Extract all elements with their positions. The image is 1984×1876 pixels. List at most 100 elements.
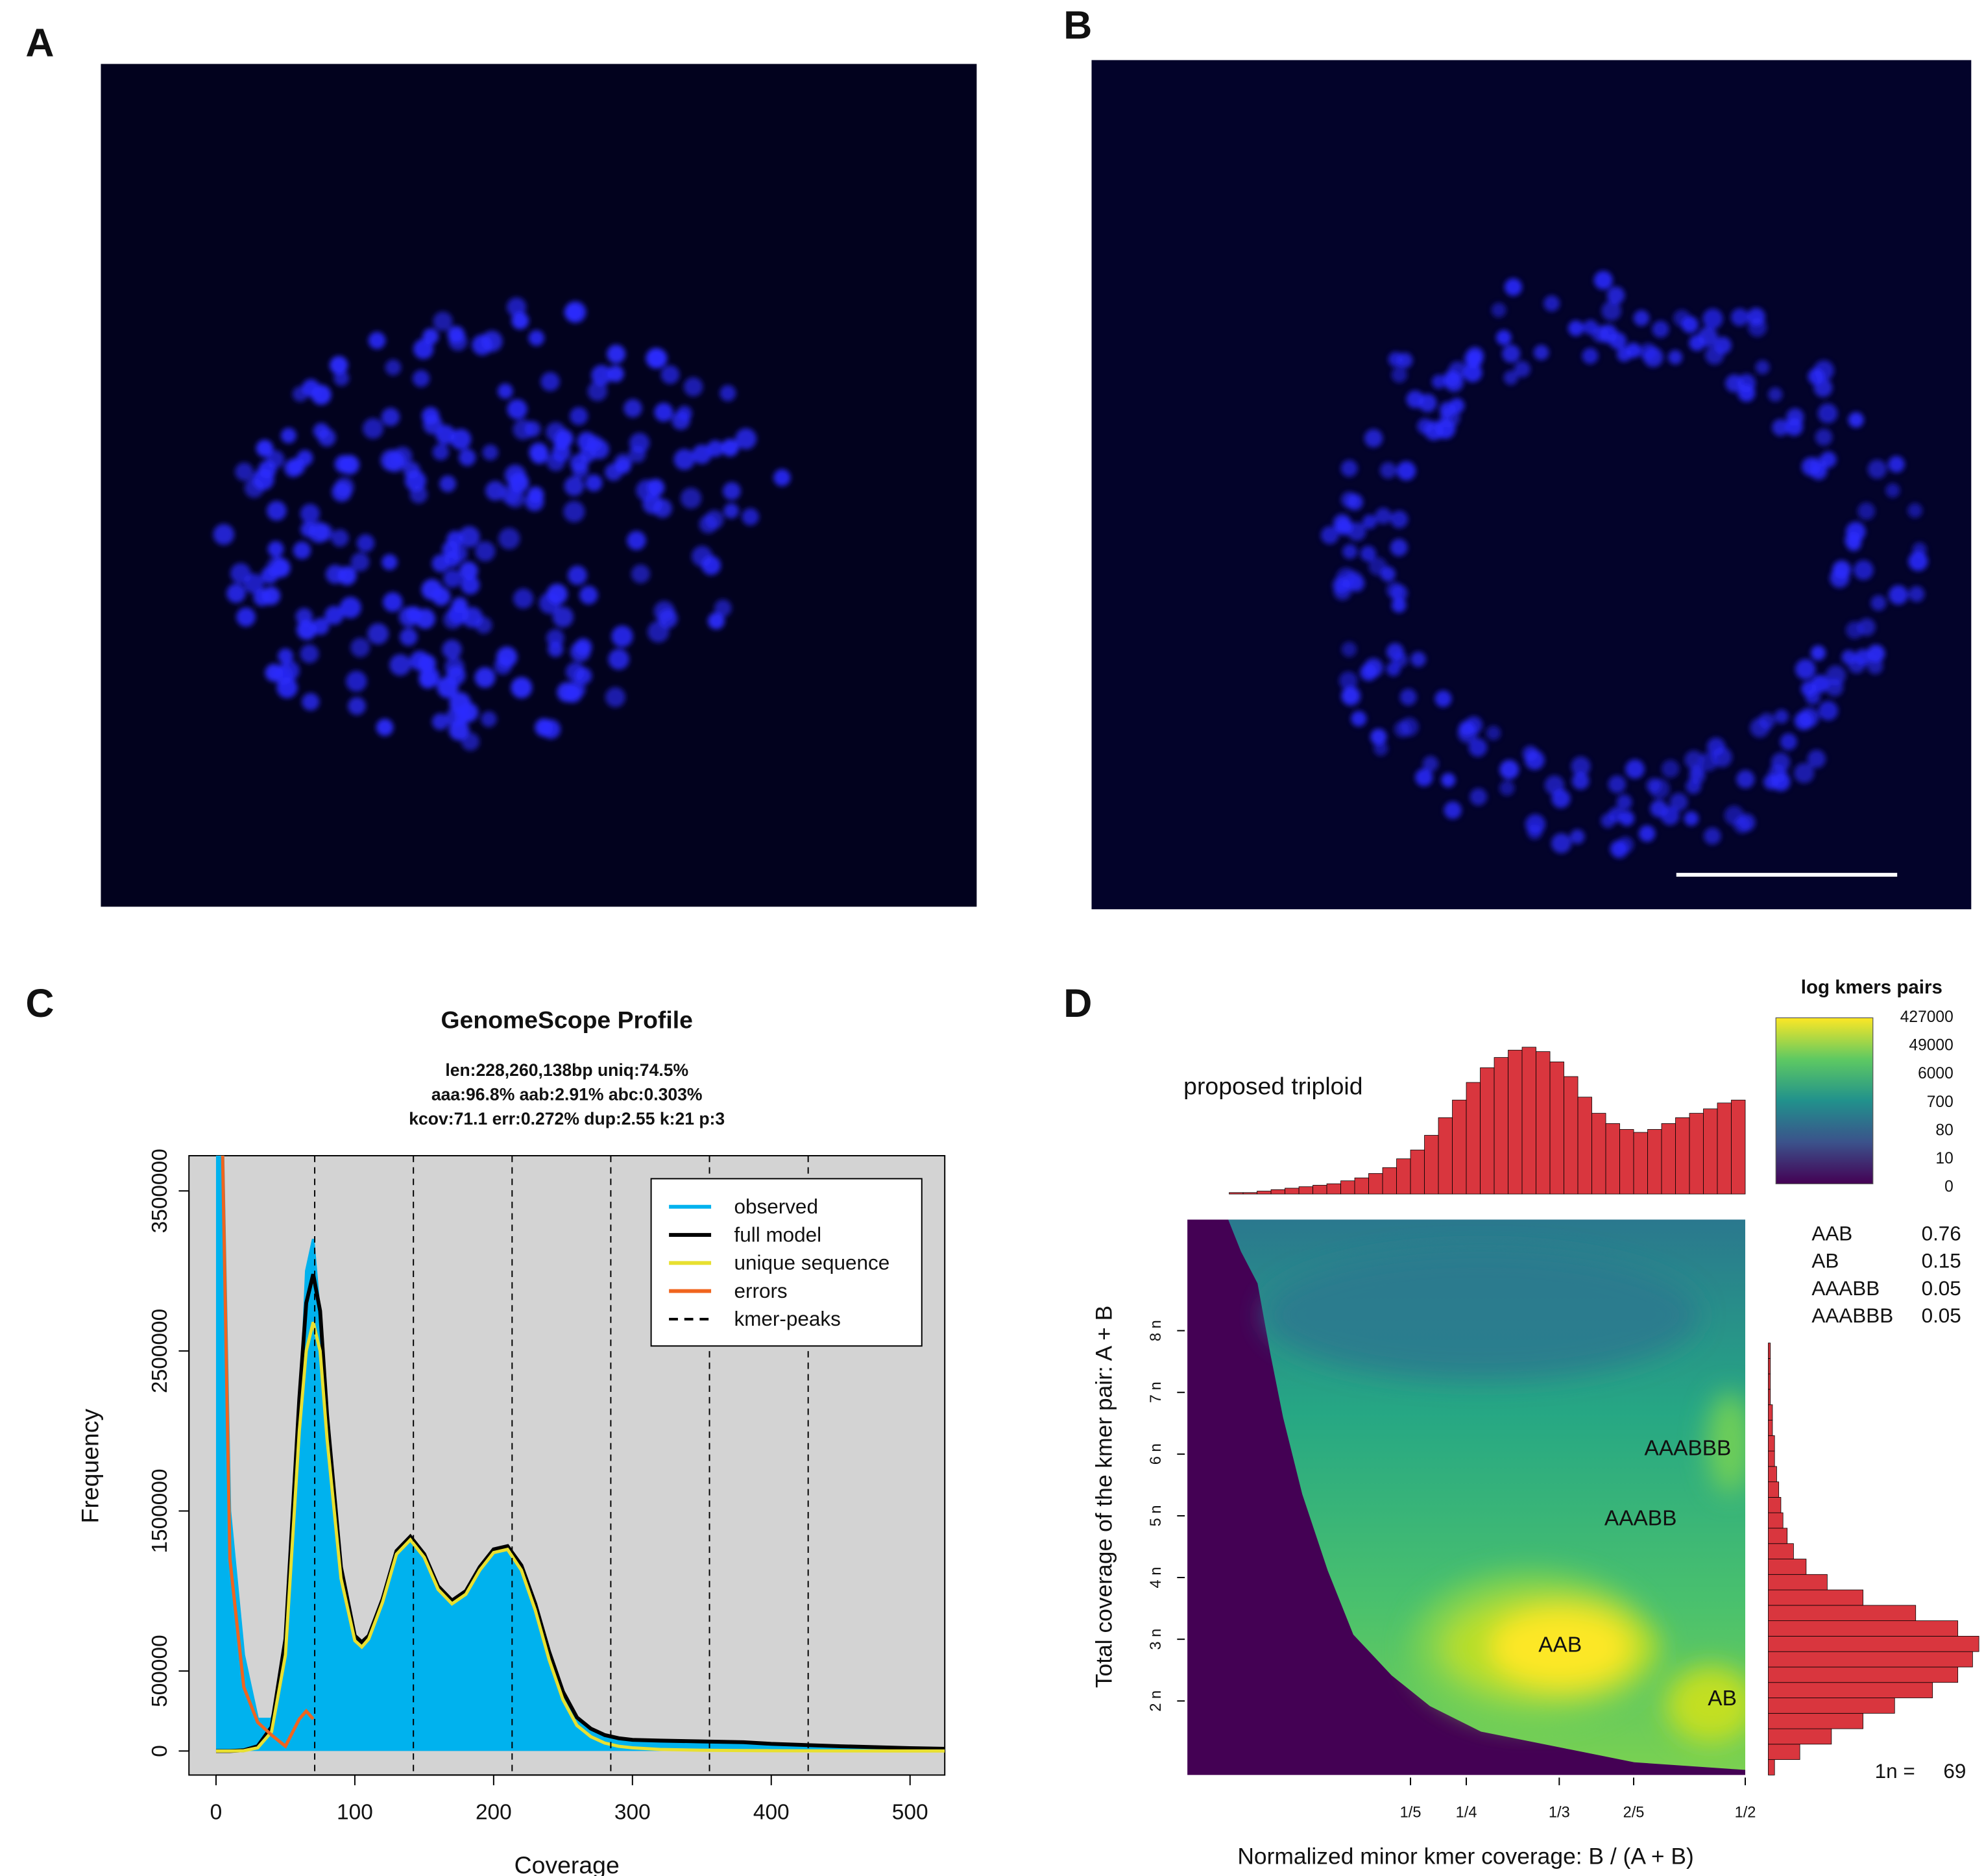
n-label: 1n = <box>1875 1760 1915 1783</box>
nucleus-spot <box>302 692 320 711</box>
nucleus-spot <box>567 565 587 585</box>
nucleus-spot <box>1673 310 1691 327</box>
nucleus-spot <box>458 526 480 548</box>
hist-bar <box>1768 1574 1828 1590</box>
hist-bar <box>1661 1123 1676 1195</box>
nucleus-spot <box>528 330 545 347</box>
nucleus-spot <box>1392 652 1408 668</box>
y-axis-label: Frequency <box>77 1409 104 1524</box>
nucleus-spot <box>565 662 585 682</box>
hist-bar <box>1768 1481 1780 1498</box>
nucleus-spot <box>1391 598 1407 613</box>
x-tick-label: 300 <box>614 1800 651 1824</box>
nucleus-spot <box>433 311 453 332</box>
series-line <box>215 1321 945 1753</box>
nucleus-spot <box>1373 741 1388 756</box>
nucleus-spot <box>437 676 459 698</box>
nucleus-spot <box>608 648 629 670</box>
nucleus-spot <box>1339 671 1358 690</box>
nucleus-spot <box>300 504 320 524</box>
nucleus-spot <box>1638 825 1656 842</box>
nucleus-spot <box>1772 419 1789 436</box>
colorbar-tick-label: 80 <box>1935 1121 1953 1139</box>
nucleus-spot <box>1341 687 1359 705</box>
y-tick-label: 8 n <box>1148 1320 1165 1341</box>
nucleus-spot <box>1649 778 1670 799</box>
nucleus-spot <box>452 597 468 613</box>
nucleus-spot <box>1379 462 1397 479</box>
nucleus-spot <box>1625 759 1645 779</box>
nucleus-spot <box>497 383 513 399</box>
observed-area <box>215 1156 945 1751</box>
nucleus-spot <box>461 732 479 751</box>
nucleus-spot <box>431 713 449 731</box>
nucleus-spot <box>1396 461 1416 481</box>
nucleus-spot <box>1606 286 1625 304</box>
x-tick-label: 400 <box>753 1800 790 1824</box>
nucleus-spot <box>605 463 623 481</box>
nucleus-spot <box>660 365 680 384</box>
nucleus-spot <box>368 332 386 350</box>
nucleus-spot <box>1390 539 1408 557</box>
panel-label: C <box>25 981 54 1025</box>
nucleus-spot <box>405 606 422 623</box>
nucleus-spot <box>325 565 345 584</box>
nucleus-spot <box>256 439 274 457</box>
nucleus-spot <box>1818 701 1838 721</box>
y-tick-label: 0 <box>148 1745 172 1757</box>
hist-bar <box>1768 1466 1777 1483</box>
hist-bar <box>1438 1117 1453 1195</box>
nucleus-spot <box>278 648 294 664</box>
nucleus-spot <box>333 370 350 386</box>
nucleus-spot <box>494 657 512 675</box>
hist-bar <box>1298 1186 1313 1195</box>
nucleus-spot <box>279 660 300 681</box>
nucleus-spot <box>735 428 757 450</box>
hist-bar <box>1717 1102 1732 1195</box>
nucleus-spot <box>605 687 625 707</box>
nucleus-spot <box>631 564 650 583</box>
nucleus-spot <box>1364 429 1383 448</box>
nucleus-spot <box>485 480 505 501</box>
nucleus-spot <box>1724 805 1744 825</box>
nucleus-spot <box>346 670 367 692</box>
nucleus-spot <box>1617 836 1634 853</box>
x-tick-label: 200 <box>476 1800 512 1824</box>
subtitle: len:228,260,138bp uniq:74.5% <box>445 1060 688 1080</box>
nucleus-spot <box>300 644 319 664</box>
nucleus-spot <box>541 719 561 739</box>
nucleus-spot <box>507 297 527 317</box>
nucleus-spot <box>701 555 721 576</box>
nucleus-spot <box>1375 507 1392 524</box>
hist-bar <box>1313 1185 1327 1195</box>
nucleus-spot <box>1571 756 1591 777</box>
nucleus-spot <box>1786 408 1804 426</box>
nucleus-spot <box>236 607 256 627</box>
nucleus-spot <box>1870 595 1887 611</box>
nucleus-spot <box>475 616 492 634</box>
hist-bar <box>1270 1189 1285 1195</box>
hist-bar <box>1768 1373 1771 1390</box>
nucleus-spot <box>226 583 246 603</box>
nucleus-spot <box>1503 370 1518 385</box>
nucleus-spot <box>276 677 298 699</box>
x-axis-label: Normalized minor kmer coverage: B / (A +… <box>1237 1844 1693 1870</box>
nucleus-spot <box>1533 345 1549 361</box>
nucleus-spot <box>513 419 534 440</box>
nucleus-spot <box>585 474 603 492</box>
hist-bar <box>1768 1636 1979 1652</box>
nucleus-spot <box>1593 271 1613 290</box>
colorbar <box>1775 1017 1874 1184</box>
nucleus-spot <box>1514 361 1530 378</box>
nucleus-spot <box>1431 374 1446 389</box>
nucleus-spot <box>422 328 439 345</box>
nucleus-spot <box>350 552 370 572</box>
nucleus-spot <box>647 620 670 643</box>
nucleus-spot <box>1394 720 1411 738</box>
subtitle: kcov:71.1 err:0.272% dup:2.55 k:21 p:3 <box>409 1109 725 1128</box>
y-tick-label: 5 n <box>1148 1505 1165 1527</box>
nucleus-spot <box>1780 733 1797 751</box>
nucleus-spot <box>472 334 493 356</box>
nucleus-spot <box>363 418 384 439</box>
region-label: AAB <box>1538 1633 1582 1657</box>
